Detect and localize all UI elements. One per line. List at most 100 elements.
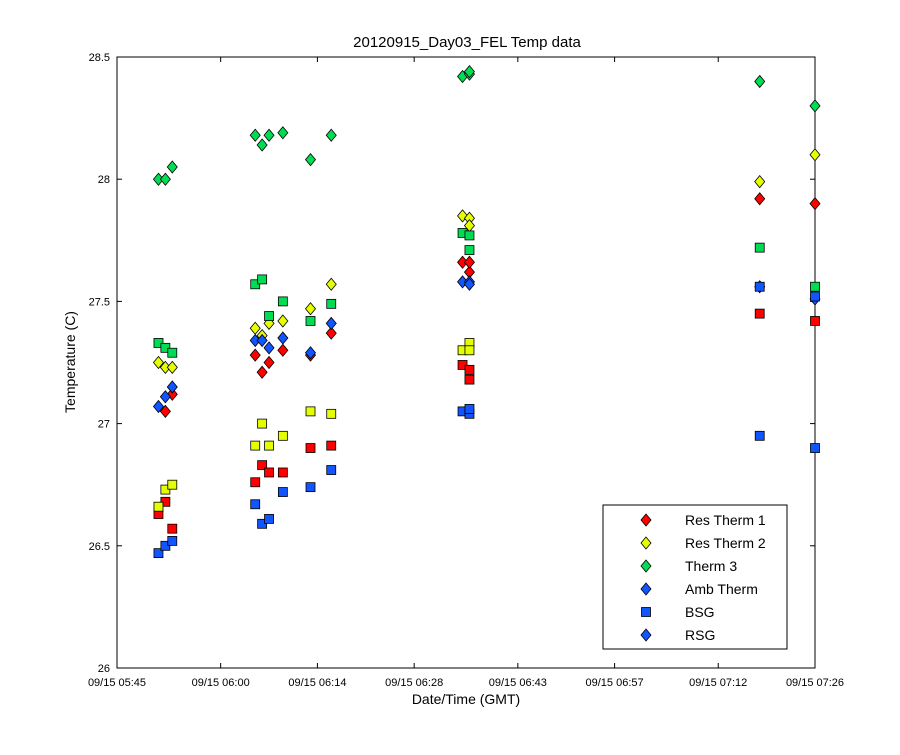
data-point (305, 316, 316, 326)
data-point (325, 277, 337, 291)
data-point (153, 501, 164, 512)
data-point (304, 153, 317, 167)
x-tick-label: 09/15 06:57 (586, 677, 644, 689)
data-point (264, 467, 274, 478)
legend-marker (640, 628, 652, 642)
legend-marker (640, 559, 652, 573)
legend: Res Therm 1 Res Therm 2 Therm 3 Amb Therm BS… (602, 504, 788, 650)
data-point (159, 390, 171, 404)
data-point (463, 255, 475, 269)
x-tick-label: 09/15 06:43 (489, 677, 547, 689)
data-markers (152, 65, 821, 559)
y-tick-label: 26 (98, 663, 110, 675)
data-point (264, 514, 274, 524)
data-point (256, 365, 268, 379)
data-point (754, 308, 765, 319)
legend-marker (641, 607, 651, 617)
data-point (152, 399, 164, 414)
data-point (305, 406, 316, 417)
data-point (464, 374, 475, 385)
data-point (464, 230, 475, 241)
legend-label: Therm 3 (685, 558, 737, 574)
data-point (166, 160, 178, 174)
data-point (256, 333, 268, 348)
data-point (159, 172, 171, 186)
x-tick-label: 09/15 07:26 (786, 677, 844, 689)
legend-marker (640, 513, 652, 527)
x-axis-label: Date/Time (GMT) (412, 691, 520, 707)
data-point (464, 345, 475, 356)
data-point (754, 74, 766, 89)
data-point (810, 316, 820, 326)
data-point (264, 311, 274, 321)
data-point (464, 404, 475, 414)
data-point (304, 346, 317, 360)
data-point (153, 548, 164, 559)
data-point (809, 99, 821, 113)
data-point (250, 499, 261, 510)
legend-label: RSG (685, 627, 715, 643)
data-point (325, 326, 337, 340)
data-point (304, 302, 317, 316)
data-point (464, 245, 475, 255)
data-point (277, 331, 289, 345)
y-tick-label: 27 (98, 419, 110, 431)
x-tick-label: 09/15 06:14 (288, 677, 346, 689)
data-point (257, 418, 268, 429)
data-point (754, 281, 765, 292)
data-point (277, 296, 288, 307)
data-point (463, 65, 475, 79)
legend-box (602, 504, 788, 650)
legend-label: Res Therm 1 (685, 512, 766, 528)
data-point (810, 281, 820, 292)
data-point (457, 209, 469, 223)
data-point (152, 355, 164, 370)
data-point (754, 192, 766, 206)
x-axis: 09/15 05:45 09/15 06:00 09/15 06:14 09/15 0… (88, 57, 844, 689)
data-point (263, 341, 275, 355)
data-point (250, 440, 261, 451)
data-point (257, 460, 268, 471)
x-tick-label: 09/15 06:28 (385, 677, 443, 689)
data-point (810, 291, 820, 302)
data-point (754, 430, 765, 441)
data-point (166, 380, 178, 394)
data-point (264, 440, 274, 451)
data-point (159, 404, 171, 419)
data-point (277, 343, 289, 357)
y-tick-label: 26.5 (89, 541, 110, 553)
data-point (257, 274, 268, 285)
data-point (326, 408, 337, 419)
data-point (326, 440, 337, 451)
data-point (326, 465, 337, 475)
data-point (809, 197, 821, 211)
data-point (325, 128, 337, 142)
data-point (809, 148, 821, 162)
y-tick-label: 28.5 (89, 52, 110, 64)
y-axis: 26 26.5 27 27.5 28 28.5 (89, 52, 815, 675)
data-point (167, 536, 178, 546)
data-point (277, 487, 288, 497)
data-point (305, 443, 316, 453)
data-point (325, 316, 337, 331)
data-point (166, 387, 178, 401)
legend-marker (640, 536, 652, 550)
data-point (754, 242, 765, 253)
data-point (263, 128, 275, 142)
chart-title: 20120915_Day03_FEL Temp data (353, 34, 581, 51)
data-point (810, 443, 820, 453)
legend-label: BSG (685, 604, 715, 620)
data-point (277, 314, 289, 328)
y-axis-label: Temperature (C) (62, 311, 78, 413)
legend-marker (640, 582, 652, 596)
data-point (256, 138, 268, 152)
data-point (464, 364, 475, 375)
x-tick-label: 09/15 05:45 (88, 677, 146, 689)
data-point (463, 277, 475, 291)
data-point (277, 430, 288, 441)
data-point (249, 128, 261, 142)
data-point (167, 479, 178, 490)
x-tick-label: 09/15 06:00 (192, 677, 250, 689)
